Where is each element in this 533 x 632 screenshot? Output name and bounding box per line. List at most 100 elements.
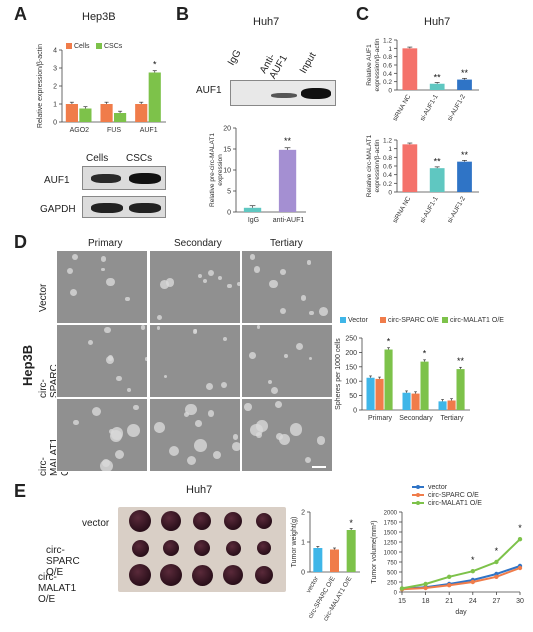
sphere-blob — [169, 446, 180, 457]
y-tick-label-C2: 0.8 — [383, 155, 392, 162]
sphere-blob — [88, 339, 94, 345]
band-input — [301, 88, 331, 99]
x-tick-label-B: anti-AUF1 — [273, 217, 305, 224]
y-tick-label-A: 2 — [53, 84, 57, 91]
significance-mark-D: * — [423, 349, 427, 359]
y-tick-label-C1: 1 — [388, 46, 392, 53]
significance-mark-E1: * — [349, 518, 353, 528]
series-point-E2 — [494, 574, 499, 579]
bar-D — [402, 392, 411, 410]
series-point-E2 — [470, 579, 475, 585]
significance-mark-D: * — [387, 336, 391, 346]
tumor-r3-2 — [160, 564, 182, 586]
sphere-blob — [101, 267, 105, 272]
sphere-blob — [160, 279, 169, 289]
bar-A — [65, 104, 78, 122]
sphere-blob — [70, 288, 78, 296]
legend-label-D: circ-MALAT1 O/E — [450, 317, 504, 324]
y-axis-label-A: Relative expression/β-actin — [37, 44, 44, 128]
y-tick-label-E2: 2000 — [384, 511, 398, 517]
x-tick-label-C1: si-AUF1-2 — [446, 93, 467, 122]
sphere-blob — [308, 310, 314, 316]
bar-A — [114, 113, 127, 122]
sphere-blob — [133, 404, 139, 411]
sphere-blob — [72, 254, 79, 261]
x-tick-label-C1: siRNA NC — [392, 93, 413, 122]
band-anti-auf1 — [271, 93, 297, 98]
tumor-row-label-circ-malat1: circ-MALAT1 O/E — [38, 572, 77, 605]
y-tick-label-B: 15 — [223, 147, 231, 154]
bar-A — [79, 108, 92, 122]
col-label-secondary: Secondary — [174, 238, 222, 249]
blot-label-gapdh: GAPDH — [40, 204, 76, 215]
bar-B — [278, 149, 297, 212]
sphere-blob — [212, 450, 222, 459]
x-tick-label-C1: si-AUF1-1 — [419, 93, 440, 122]
x-axis-label-E2: day — [455, 609, 467, 616]
x-tick-label-C2: siRNA NC — [392, 195, 413, 224]
x-tick-label-C2: si-AUF1-2 — [446, 195, 467, 224]
y-tick-label-A: 1 — [53, 102, 57, 109]
tumor-r3-3 — [191, 564, 213, 586]
sphere-blob — [186, 456, 196, 466]
bar-D — [375, 378, 384, 410]
y-tick-label-C1: 1.2 — [383, 38, 392, 45]
legend-marker-E2 — [416, 485, 420, 489]
tumor-photo — [118, 507, 286, 592]
sphere-blob — [250, 424, 263, 437]
sphere-blob — [195, 420, 202, 427]
sphere-blob — [111, 427, 124, 440]
micrograph-r1-c1 — [56, 250, 148, 324]
y-tick-label-E2: 250 — [387, 581, 398, 587]
y-axis-label-E2: Tumor volume(mm³) — [371, 520, 378, 583]
x-tick-label-D: Tertiary — [441, 415, 464, 422]
sphere-blob — [91, 406, 102, 416]
y-tick-label-E1: 2 — [301, 510, 305, 517]
x-tick-label-E2: 21 — [445, 598, 453, 605]
sphere-blob — [100, 460, 113, 471]
bar-C1 — [457, 79, 472, 90]
bar-C2 — [402, 144, 418, 192]
tumor-r1-5 — [256, 513, 272, 529]
tumor-r3-5 — [255, 566, 273, 584]
sphere-blob — [269, 279, 278, 289]
bar-D — [420, 361, 429, 410]
significance-mark-B: ** — [284, 136, 292, 146]
blot-label-cells: Cells — [86, 153, 109, 164]
y-tick-label-B: 20 — [223, 126, 231, 133]
micrograph-r2-c2 — [149, 324, 241, 398]
sphere-blob — [236, 282, 240, 287]
series-point-E2 — [399, 586, 405, 591]
sphere-blob — [73, 419, 79, 426]
micrograph-r2-c1 — [56, 324, 148, 398]
sphere-blob — [116, 375, 122, 381]
sphere-blob — [202, 278, 208, 284]
sphere-blob — [156, 314, 162, 320]
sphere-blob — [104, 326, 112, 334]
panel-letter-b: B — [176, 4, 189, 24]
y-axis-label-D: Spheres per 1000 cells — [335, 338, 342, 410]
significance-mark-D: ** — [457, 356, 465, 366]
sphere-blob — [256, 325, 261, 329]
legend-marker-E2 — [416, 493, 420, 497]
legend-label-D: circ-SPARC O/E — [388, 317, 439, 324]
bar-C1 — [402, 48, 418, 90]
sphere-blob — [278, 433, 290, 445]
sphere-blob — [307, 260, 312, 265]
bar-D — [456, 369, 465, 410]
legend-label-E2: circ-SPARC O/E — [428, 492, 479, 499]
sphere-blob — [316, 436, 326, 445]
scale-bar — [312, 466, 326, 468]
blot-label-auf1: AUF1 — [44, 175, 70, 186]
y-axis-label-C1: Relative AUF1expression/β-actin — [366, 38, 381, 91]
legend-label-D: Vector — [348, 317, 369, 324]
y-tick-label-E2: 0 — [394, 591, 398, 597]
sphere-blob — [289, 423, 303, 436]
y-tick-label-C1: 0 — [388, 88, 392, 95]
bar-E1 — [346, 530, 356, 572]
auf1-ip-blot-strip — [230, 80, 336, 106]
bar-C2 — [429, 168, 445, 192]
significance-mark-C2: ** — [434, 157, 442, 167]
sphere-blob — [279, 269, 286, 275]
col-label-tertiary: Tertiary — [270, 238, 303, 249]
